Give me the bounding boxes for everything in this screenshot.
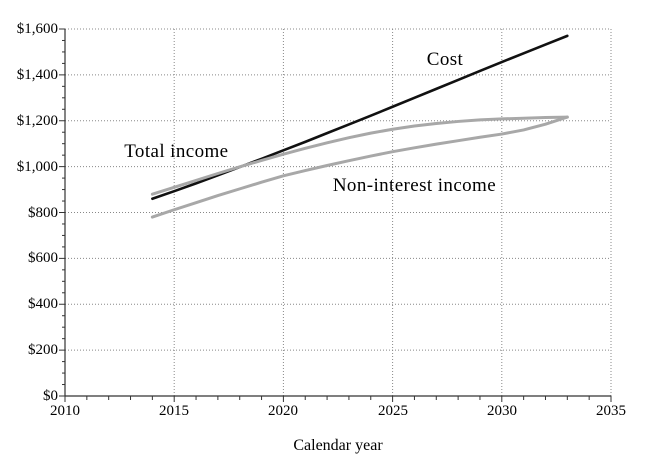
x-tick-label: 2010 — [50, 403, 80, 419]
y-tick-label: $1,200 — [16, 113, 58, 129]
y-tick-label: $800 — [28, 205, 58, 221]
series-label-total-income: Total income — [124, 140, 229, 162]
y-tick-label: $600 — [28, 250, 58, 266]
series-label-cost: Cost — [426, 48, 464, 70]
y-tick-label: $1,600 — [16, 21, 58, 37]
x-axis-title: Calendar year — [293, 437, 383, 454]
x-tick-label: 2035 — [596, 403, 626, 419]
y-tick-label: $1,400 — [16, 67, 58, 83]
x-tick-label: 2030 — [487, 403, 517, 419]
total-income-line — [150, 115, 569, 196]
y-tick-label: $400 — [28, 296, 58, 312]
x-tick-label: 2025 — [378, 403, 408, 419]
y-tick-label: $0 — [43, 388, 58, 404]
non-interest-income-line — [150, 115, 569, 219]
x-tick-label: 2020 — [268, 403, 298, 419]
y-tick-label: $200 — [28, 342, 58, 358]
x-tick-label: 2015 — [159, 403, 189, 419]
series-label-non-interest-income: Non-interest income — [332, 175, 497, 197]
y-tick-label: $1,000 — [16, 159, 58, 175]
